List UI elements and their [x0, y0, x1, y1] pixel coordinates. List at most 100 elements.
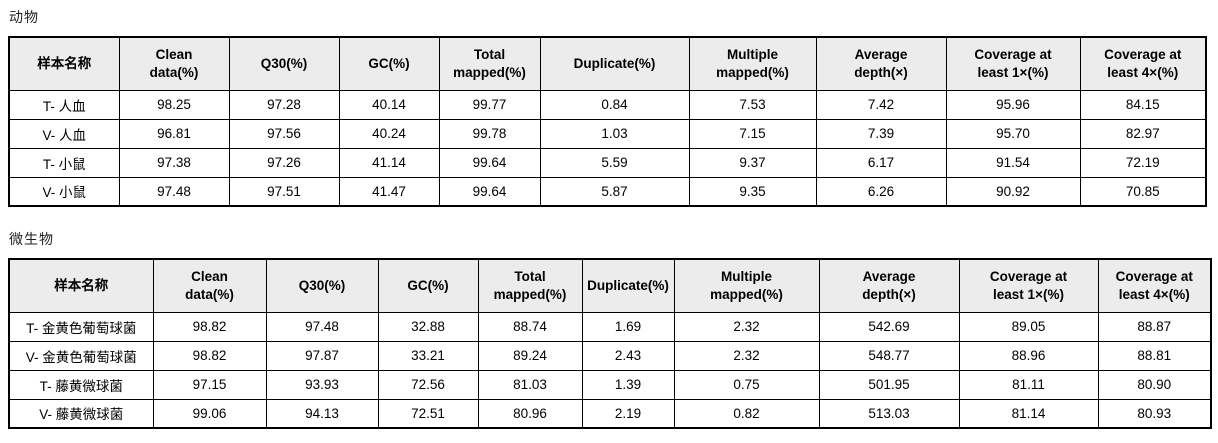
column-header: Total mapped(%): [477, 258, 583, 313]
table-row: V- 金黄色葡萄球菌 98.82 97.87 33.21 89.24 2.43 2.32 54…: [8, 340, 1212, 371]
value-cell: 2.43: [581, 340, 675, 371]
value-cell: 1.69: [581, 311, 675, 342]
value-cell: 9.35: [688, 176, 817, 207]
value-cell: 81.03: [477, 369, 583, 400]
column-header: GC(%): [377, 258, 479, 313]
value-cell: 7.15: [688, 118, 817, 149]
column-header: Coverage at least 1×(%): [958, 258, 1099, 313]
value-cell: 88.74: [477, 311, 583, 342]
value-cell: 72.56: [377, 369, 479, 400]
value-cell: 97.87: [265, 340, 379, 371]
table-row: T- 藤黄微球菌 97.15 93.93 72.56 81.03 1.39 0.75 501.…: [8, 369, 1212, 400]
value-cell: 548.77: [818, 340, 960, 371]
value-cell: 6.17: [815, 147, 947, 178]
value-cell: 88.87: [1097, 311, 1212, 342]
value-cell: 80.96: [477, 398, 583, 429]
value-cell: 88.96: [958, 340, 1099, 371]
value-cell: 2.32: [673, 311, 820, 342]
value-cell: 95.70: [945, 118, 1081, 149]
value-cell: 97.26: [228, 147, 340, 178]
value-cell: 98.25: [118, 89, 230, 120]
value-cell: 97.51: [228, 176, 340, 207]
value-cell: 542.69: [818, 311, 960, 342]
value-cell: 9.37: [688, 147, 817, 178]
value-cell: 33.21: [377, 340, 479, 371]
table-row: V- 藤黄微球菌 99.06 94.13 72.51 80.96 2.19 0.82 513.…: [8, 398, 1212, 429]
value-cell: 501.95: [818, 369, 960, 400]
column-header: Coverage at least 4×(%): [1097, 258, 1212, 313]
column-header: Multiple mapped(%): [688, 36, 817, 91]
sample-name-cell: T- 金黄色葡萄球菌: [8, 311, 154, 342]
value-cell: 80.90: [1097, 369, 1212, 400]
column-header: Total mapped(%): [438, 36, 541, 91]
animals-qc-table: 样本名称 Clean data(%) Q30(%) GC(%) Total mapped…: [8, 36, 1207, 207]
value-cell: 5.87: [539, 176, 690, 207]
column-header: Duplicate(%): [581, 258, 675, 313]
table-row: T- 人血 98.25 97.28 40.14 99.77 0.84 7.53 7.42 95.…: [8, 89, 1207, 120]
sample-name-column-header: 样本名称: [8, 36, 120, 91]
table-row: T- 小鼠 97.38 97.26 41.14 99.64 5.59 9.37 6.17 91.…: [8, 147, 1207, 178]
sample-name-cell: V- 小鼠: [8, 176, 120, 207]
table-header: 样本名称 Clean data(%) Q30(%) GC(%) Total mapped…: [8, 36, 1207, 91]
header-row: 样本名称 Clean data(%) Q30(%) GC(%) Total mapped…: [8, 36, 1207, 91]
table-header: 样本名称 Clean data(%) Q30(%) GC(%) Total mapped…: [8, 258, 1212, 313]
value-cell: 99.64: [438, 176, 541, 207]
table-row: V- 人血 96.81 97.56 40.24 99.78 1.03 7.15 7.39 95.…: [8, 118, 1207, 149]
column-header: Multiple mapped(%): [673, 258, 820, 313]
value-cell: 97.56: [228, 118, 340, 149]
value-cell: 0.84: [539, 89, 690, 120]
value-cell: 81.11: [958, 369, 1099, 400]
sample-name-cell: V- 金黄色葡萄球菌: [8, 340, 154, 371]
section-animals: 动物 样本名称 Clean data(%) Q30(%) GC(%) Total map…: [8, 7, 1210, 207]
value-cell: 1.39: [581, 369, 675, 400]
table-body: T- 人血 98.25 97.28 40.14 99.77 0.84 7.53 7.42 95.…: [8, 89, 1207, 207]
column-header: Clean data(%): [118, 36, 230, 91]
value-cell: 98.82: [152, 311, 267, 342]
value-cell: 91.54: [945, 147, 1081, 178]
section-microorganisms: 微生物 样本名称 Clean data(%) Q30(%) GC(%) Total ma…: [8, 229, 1212, 429]
sample-name-cell: T- 人血: [8, 89, 120, 120]
value-cell: 2.32: [673, 340, 820, 371]
value-cell: 99.06: [152, 398, 267, 429]
value-cell: 72.19: [1079, 147, 1207, 178]
value-cell: 0.82: [673, 398, 820, 429]
value-cell: 41.14: [338, 147, 440, 178]
sample-name-cell: V- 藤黄微球菌: [8, 398, 154, 429]
column-header: Average depth(×): [815, 36, 947, 91]
value-cell: 96.81: [118, 118, 230, 149]
column-header: GC(%): [338, 36, 440, 91]
value-cell: 97.48: [118, 176, 230, 207]
column-header: Average depth(×): [818, 258, 960, 313]
value-cell: 82.97: [1079, 118, 1207, 149]
section-title-microorganisms: 微生物: [9, 231, 54, 247]
value-cell: 1.03: [539, 118, 690, 149]
value-cell: 513.03: [818, 398, 960, 429]
value-cell: 6.26: [815, 176, 947, 207]
value-cell: 95.96: [945, 89, 1081, 120]
value-cell: 94.13: [265, 398, 379, 429]
column-header: Q30(%): [228, 36, 340, 91]
microorganisms-qc-table: 样本名称 Clean data(%) Q30(%) GC(%) Total mapped…: [8, 258, 1212, 429]
table-body: T- 金黄色葡萄球菌 98.82 97.48 32.88 88.74 1.69 2.32 54…: [8, 311, 1212, 429]
value-cell: 99.78: [438, 118, 541, 149]
value-cell: 97.15: [152, 369, 267, 400]
column-header: Coverage at least 4×(%): [1079, 36, 1207, 91]
value-cell: 5.59: [539, 147, 690, 178]
value-cell: 80.93: [1097, 398, 1212, 429]
sample-name-column-header: 样本名称: [8, 258, 154, 313]
value-cell: 72.51: [377, 398, 479, 429]
table-row: T- 金黄色葡萄球菌 98.82 97.48 32.88 88.74 1.69 2.32 54…: [8, 311, 1212, 342]
header-row: 样本名称 Clean data(%) Q30(%) GC(%) Total mapped…: [8, 258, 1212, 313]
value-cell: 40.14: [338, 89, 440, 120]
value-cell: 84.15: [1079, 89, 1207, 120]
value-cell: 93.93: [265, 369, 379, 400]
value-cell: 32.88: [377, 311, 479, 342]
value-cell: 97.38: [118, 147, 230, 178]
value-cell: 89.24: [477, 340, 583, 371]
sample-name-cell: T- 藤黄微球菌: [8, 369, 154, 400]
value-cell: 98.82: [152, 340, 267, 371]
value-cell: 7.39: [815, 118, 947, 149]
value-cell: 2.19: [581, 398, 675, 429]
value-cell: 40.24: [338, 118, 440, 149]
sample-name-cell: T- 小鼠: [8, 147, 120, 178]
